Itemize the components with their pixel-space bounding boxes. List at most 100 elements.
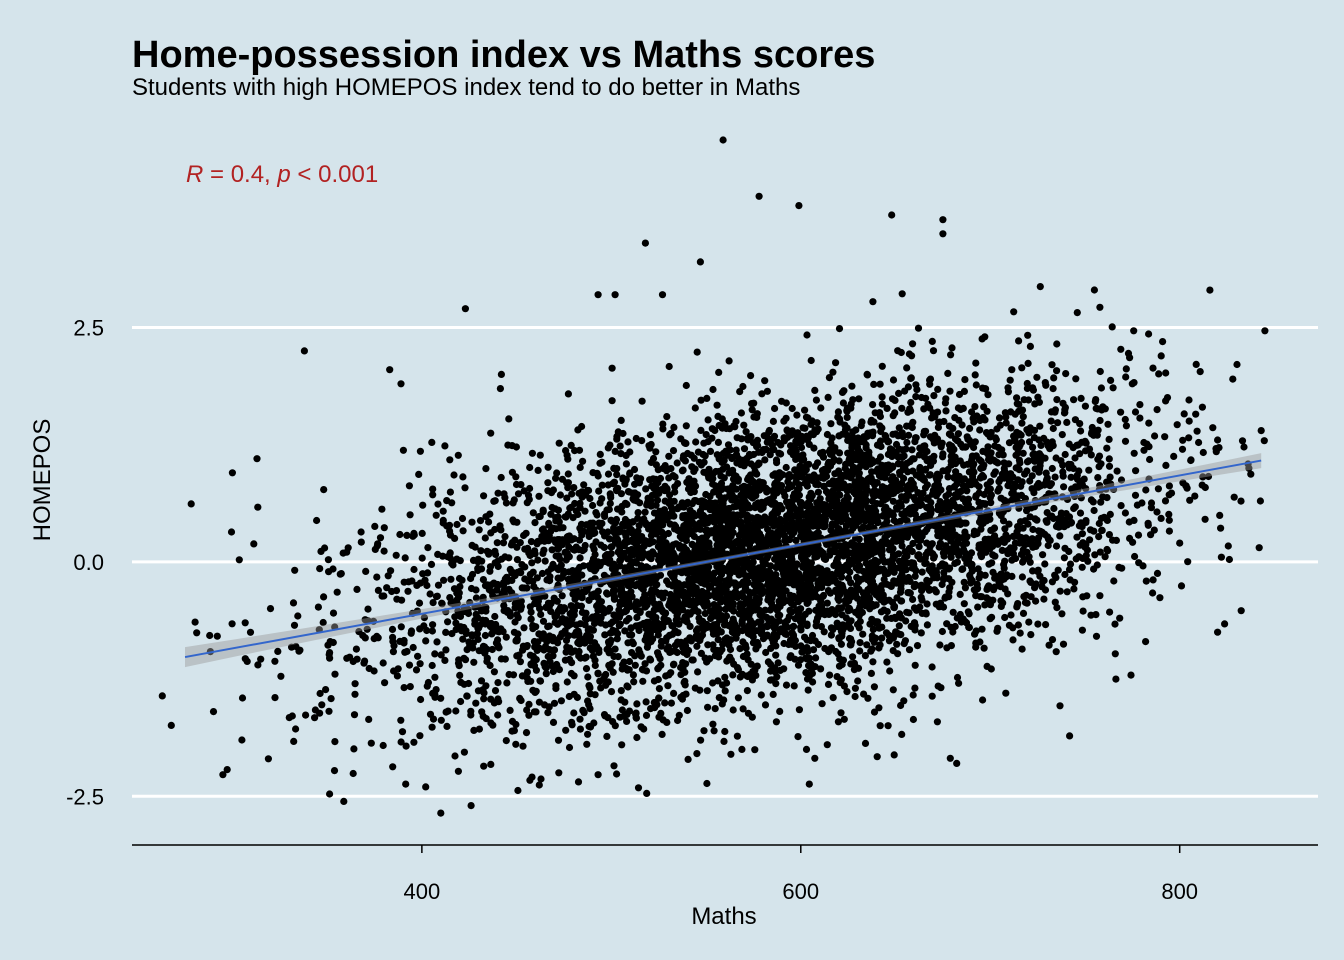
data-point	[814, 569, 823, 577]
data-point	[672, 522, 680, 531]
data-point	[516, 539, 524, 547]
data-point	[1161, 497, 1170, 505]
data-point	[1224, 542, 1232, 550]
data-point	[878, 362, 886, 370]
data-point	[613, 471, 621, 479]
data-point	[637, 562, 645, 570]
data-point	[362, 567, 370, 576]
data-point	[734, 560, 742, 568]
data-point	[772, 456, 781, 464]
data-point	[1025, 540, 1033, 548]
data-point	[843, 688, 851, 696]
data-point	[694, 598, 703, 606]
data-point	[1024, 359, 1032, 367]
data-point	[437, 694, 445, 702]
data-point	[736, 388, 744, 396]
data-point	[1070, 504, 1078, 513]
data-point	[517, 696, 525, 705]
data-point	[778, 482, 786, 490]
data-point	[1070, 396, 1078, 404]
data-point	[774, 612, 782, 620]
data-point	[709, 470, 717, 478]
data-point	[191, 618, 199, 626]
data-point	[1217, 524, 1225, 532]
data-point	[1155, 370, 1163, 378]
data-point	[814, 640, 823, 649]
data-point	[575, 446, 584, 454]
data-point	[1201, 515, 1209, 523]
data-point	[578, 488, 586, 496]
data-point	[1201, 483, 1209, 492]
data-point	[625, 657, 634, 666]
data-point	[381, 679, 389, 687]
data-point	[1015, 466, 1023, 474]
data-point	[790, 622, 798, 631]
data-point	[889, 545, 897, 553]
data-point	[900, 697, 908, 705]
data-point	[949, 608, 957, 616]
data-point	[961, 443, 969, 451]
data-point	[986, 615, 994, 623]
data-point	[934, 385, 942, 393]
data-point	[473, 630, 481, 638]
data-point	[877, 500, 885, 508]
data-point	[597, 541, 605, 549]
data-point	[401, 554, 409, 562]
data-point	[475, 526, 483, 534]
data-point	[845, 605, 853, 613]
data-point	[981, 601, 989, 609]
data-point	[673, 614, 681, 622]
data-point	[456, 583, 464, 591]
data-point	[664, 682, 672, 690]
data-point	[864, 694, 872, 702]
data-point	[944, 546, 952, 555]
data-point	[909, 539, 917, 548]
data-point	[1063, 588, 1071, 596]
data-point	[526, 551, 534, 560]
data-point	[1047, 408, 1056, 416]
data-point	[1010, 308, 1018, 316]
data-point	[828, 520, 837, 528]
data-point	[915, 543, 923, 551]
data-point	[625, 488, 633, 496]
data-point	[885, 507, 893, 515]
data-point	[1053, 340, 1061, 348]
data-point	[448, 559, 456, 568]
data-point	[751, 746, 759, 754]
data-point	[741, 641, 750, 649]
data-point	[874, 512, 882, 521]
data-point	[889, 412, 897, 420]
data-point	[432, 511, 440, 519]
data-point	[798, 432, 806, 440]
data-point	[1124, 349, 1133, 357]
data-point	[740, 445, 749, 453]
data-point	[603, 732, 611, 741]
data-point	[617, 687, 625, 695]
data-point	[733, 732, 742, 740]
data-point	[1061, 450, 1069, 459]
data-point	[589, 519, 597, 527]
data-point	[715, 421, 723, 430]
data-point	[809, 574, 817, 583]
data-point	[404, 587, 412, 595]
data-point	[641, 595, 649, 603]
data-point	[750, 413, 758, 421]
data-point	[791, 655, 799, 663]
data-point	[441, 442, 449, 450]
data-point	[523, 668, 532, 676]
data-point	[841, 541, 849, 549]
data-point	[573, 693, 582, 702]
data-point	[795, 706, 804, 714]
data-point	[560, 567, 568, 575]
data-point	[383, 584, 391, 592]
data-point	[519, 642, 528, 650]
data-point	[456, 671, 464, 680]
data-point	[591, 691, 599, 699]
data-point	[457, 678, 465, 687]
data-point	[826, 450, 835, 458]
data-point	[863, 641, 871, 649]
data-point	[1136, 414, 1144, 422]
data-point	[320, 486, 328, 494]
data-point	[1021, 548, 1029, 556]
data-point	[1130, 327, 1138, 335]
